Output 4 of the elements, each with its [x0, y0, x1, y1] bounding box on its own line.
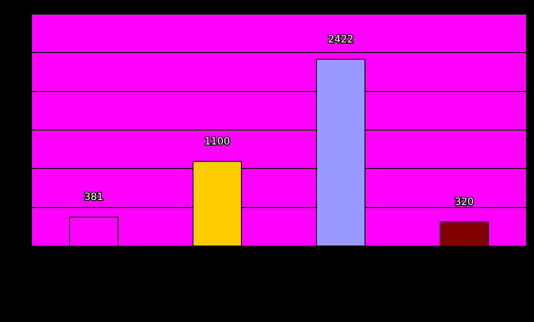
data-label: 320 — [454, 196, 474, 208]
data-label: 1100 — [204, 136, 230, 148]
data-label: 381 — [84, 192, 104, 204]
data-label: 2422 — [328, 34, 354, 46]
